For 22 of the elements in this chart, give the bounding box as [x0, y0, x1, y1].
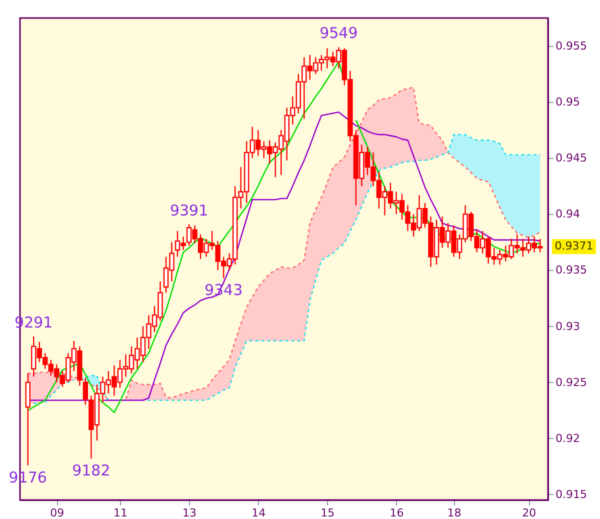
y-tick-label: 0.935 [556, 264, 587, 277]
y-tick-label: 0.915 [556, 488, 587, 501]
x-tick-label: 14 [252, 506, 266, 519]
y-tick-label: 0.925 [556, 376, 587, 389]
y-tick-label: 0.92 [556, 432, 580, 445]
y-tick-label: 0.955 [556, 40, 587, 53]
annotation: 9182 [72, 462, 110, 480]
annotation: 9549 [320, 24, 358, 42]
x-tick-label: 13 [182, 506, 197, 519]
x-tick-label: 16 [390, 506, 404, 519]
candlestick [82, 377, 88, 406]
text: 0.9371 [554, 240, 594, 253]
x-tick-label: 15 [320, 506, 335, 519]
x-tick-label: 09 [50, 506, 64, 519]
x-tick-label: 18 [447, 506, 462, 519]
y-tick-label: 0.95 [556, 96, 580, 109]
y-tick-label: 0.93 [556, 320, 580, 333]
y-tick-label: 0.945 [556, 152, 587, 165]
annotation: 9391 [170, 201, 208, 220]
x-tick-label: 11 [113, 506, 128, 519]
y-tick-label: 0.94 [556, 208, 580, 221]
x-tick-label: 20 [522, 506, 536, 519]
